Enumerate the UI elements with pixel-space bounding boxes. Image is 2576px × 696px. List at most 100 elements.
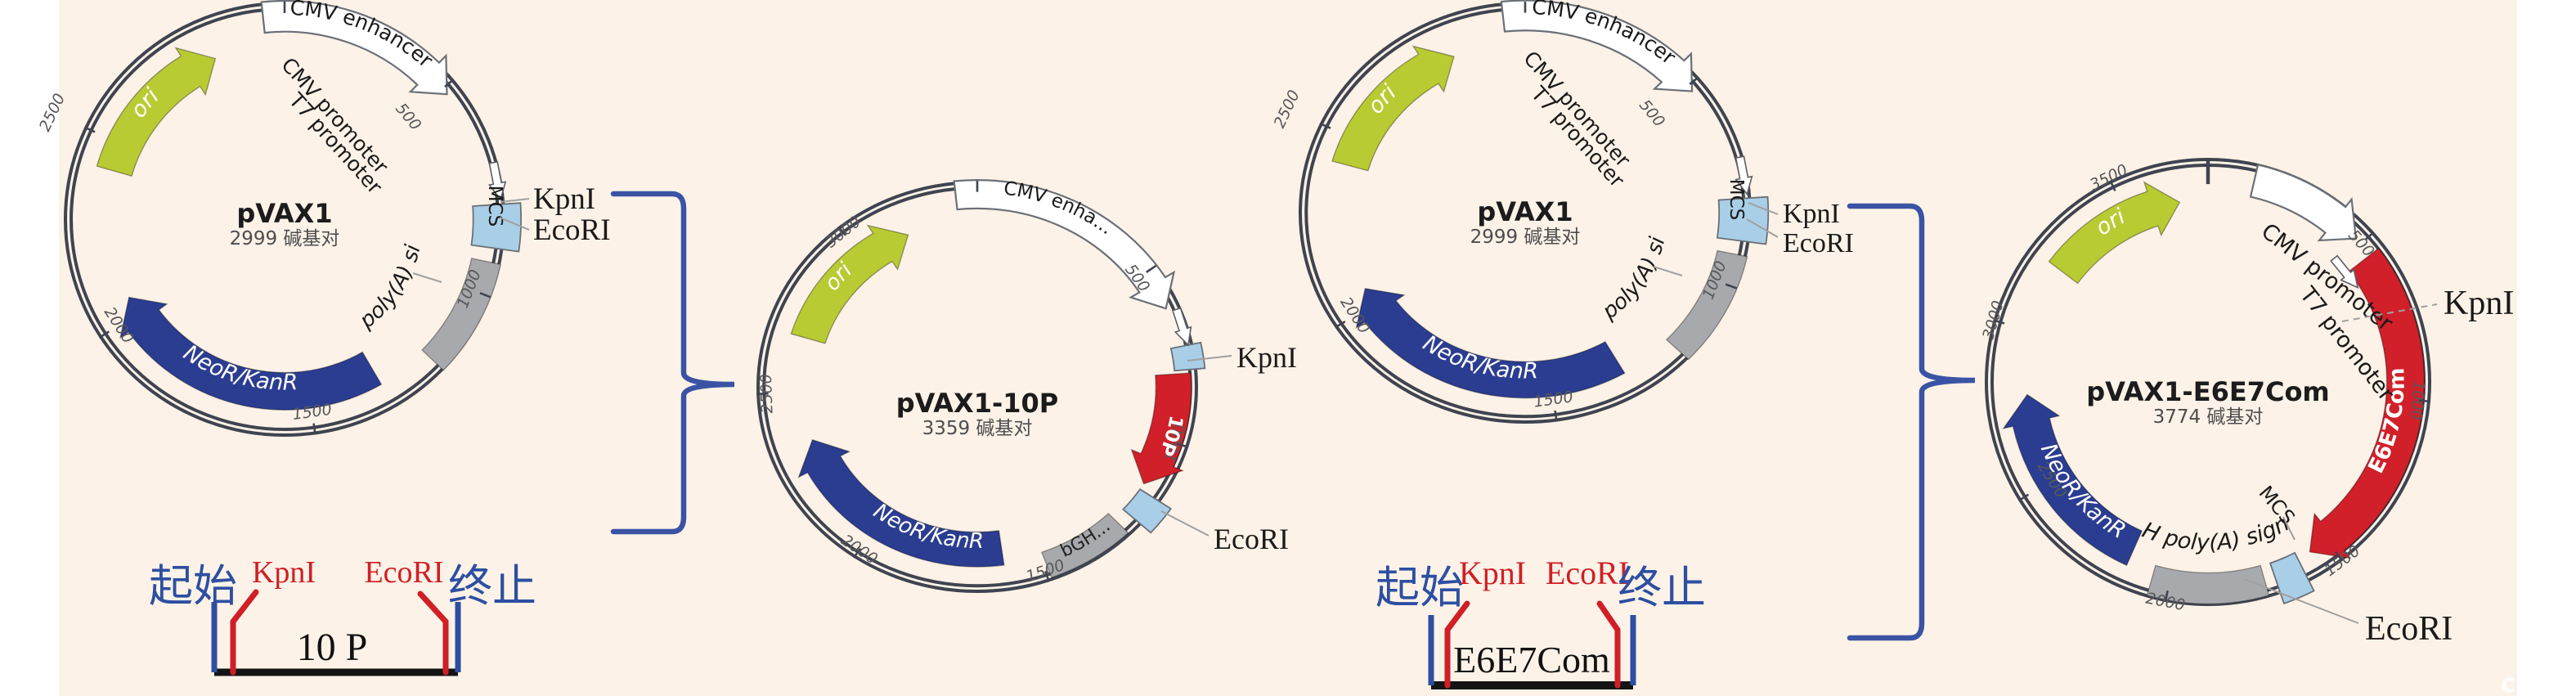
bp-tick: [1993, 319, 2005, 325]
leader-line: [1748, 202, 1779, 215]
feature-bgh-band: [1041, 512, 1129, 578]
insert-end-label: 终止: [448, 562, 536, 611]
site-label-ecori: EcoRI: [533, 213, 611, 247]
t7-promoter-arrow-icon: [1735, 155, 1753, 196]
feature-10p-band: [1130, 372, 1192, 485]
bp-tick: [83, 126, 96, 133]
leader-line: [2282, 516, 2296, 541]
t7-promoter-arrow-icon: [2330, 254, 2359, 290]
insert-gene-label: 10 P: [297, 626, 368, 669]
site-label-ecori: EcoRI: [1783, 228, 1854, 258]
feature-ori-band: [2048, 181, 2181, 285]
bp-tick: [444, 79, 455, 88]
feature-mcs-box: [2269, 551, 2315, 605]
t7-promoter-arrow-icon: [488, 160, 507, 201]
feature-cmv-enha-band: [953, 179, 1176, 310]
enzyme-cut-mark: [417, 590, 449, 676]
feature-bgh-polya-band: [421, 258, 501, 371]
plasmid-size-label: 2999 碱基对: [230, 228, 340, 249]
insert-start-label: 起始: [149, 562, 237, 611]
bp-tick: [1146, 264, 1157, 273]
leader-line: [1187, 355, 1232, 361]
bp-tick: [98, 330, 110, 339]
bp-tick: [479, 292, 491, 299]
site-label-kpni: KpnI: [2444, 285, 2514, 322]
leader-line: [1160, 510, 1209, 537]
watermark: cb: [2501, 670, 2533, 696]
leader-line: [2341, 303, 2438, 322]
plasmid-name: pVAX1: [236, 198, 332, 229]
insert-ecori-label: EcoRI: [364, 555, 443, 590]
feature-ori-band: [1331, 45, 1455, 172]
plasmid-name: pVAX1-E6E7Com: [2086, 376, 2330, 407]
feature-e6e7com-band: [2309, 247, 2426, 559]
feature-neor-kanr-band: [2002, 393, 2143, 567]
bp-tick: [2364, 231, 2375, 241]
enzyme-cut-mark: [1444, 600, 1470, 689]
insert-gene-label: E6E7Com: [1453, 639, 1610, 680]
insert-end-label: 终止: [1618, 564, 1706, 613]
plasmid-name: pVAX1: [1477, 196, 1573, 227]
enzyme-cut-mark: [230, 589, 259, 676]
feature-ecori-site-box: [1122, 488, 1173, 534]
feature-neor-kanr-band: [797, 438, 1005, 568]
feature-bgh-polya-band: [2146, 564, 2270, 605]
brace-e6e7com: [1847, 203, 1976, 641]
t7-promoter-arrow-icon: [1172, 307, 1192, 347]
feature-ori-band: [96, 47, 217, 177]
plasmid-size-label: 3774 碱基对: [2153, 406, 2264, 428]
insert-start-label: 起始: [1376, 564, 1464, 613]
bp-tick: [2334, 550, 2344, 562]
bp-tick: [312, 423, 316, 435]
feature-bgh-polya-band: [1665, 249, 1748, 361]
bp-tick: [1043, 570, 1051, 582]
site-label-ecori: EcoRI: [1214, 523, 1289, 555]
feature-kpni-site-box: [1169, 341, 1206, 372]
site-label-kpni: KpnI: [1236, 341, 1297, 374]
bp-tick: [2418, 399, 2431, 403]
insert-ecori-label: EcoRI: [1546, 555, 1629, 591]
site-label-kpni: KpnI: [533, 182, 595, 216]
insert-kpni-label: KpnI: [252, 555, 316, 590]
plasmid-size-label: 3359 碱基对: [922, 418, 1033, 439]
bp-tick: [1334, 321, 1346, 329]
bp-tick: [1689, 76, 1700, 85]
bp-tick-label: 1000: [2407, 379, 2428, 420]
bp-tick-label: 2500: [757, 374, 777, 414]
bp-tick: [2017, 493, 2030, 502]
feature-ori-band: [790, 224, 909, 344]
site-label-kpni: KpnI: [1783, 199, 1840, 229]
enzyme-cut-mark: [1596, 600, 1621, 689]
feature-cmv-enhancer-band: [1500, 0, 1694, 92]
insert-kpni-label: KpnI: [1459, 555, 1526, 591]
bp-tick: [1319, 122, 1331, 129]
bp-tick: [852, 547, 862, 559]
feature-cmv-enhancer-band: [260, 0, 448, 96]
bp-tick: [1725, 283, 1738, 290]
bp-tick: [2164, 590, 2169, 603]
leader-line: [1746, 218, 1779, 238]
construct-insert-10p: 起始 KpnI EcoRI 终止 10 P: [149, 555, 536, 676]
leader-line: [500, 198, 530, 203]
feature-label-mcs: MCS: [484, 186, 505, 227]
bp-tick: [1554, 410, 1558, 422]
brace-10p: [610, 191, 735, 535]
feature-cmv-promoter-band: [2249, 164, 2358, 242]
leader-line: [499, 217, 530, 231]
leader-line: [412, 272, 442, 283]
feature-neor-kanr-band: [119, 296, 383, 411]
site-label-ecori: EcoRI: [2365, 610, 2453, 648]
feature-mcs-box: [470, 202, 523, 253]
leader-line: [2243, 578, 2359, 624]
feature-neor-kanr-band: [1355, 288, 1626, 399]
leader-line: [1653, 266, 1683, 276]
bp-tick: [1177, 442, 1189, 448]
plasmid-size-label: 2999 碱基对: [1470, 227, 1581, 248]
bp-tick: [2109, 180, 2116, 191]
feature-label-mcs: MCS: [1726, 179, 1747, 221]
plasmid-name: pVAX1-10P: [896, 388, 1058, 419]
